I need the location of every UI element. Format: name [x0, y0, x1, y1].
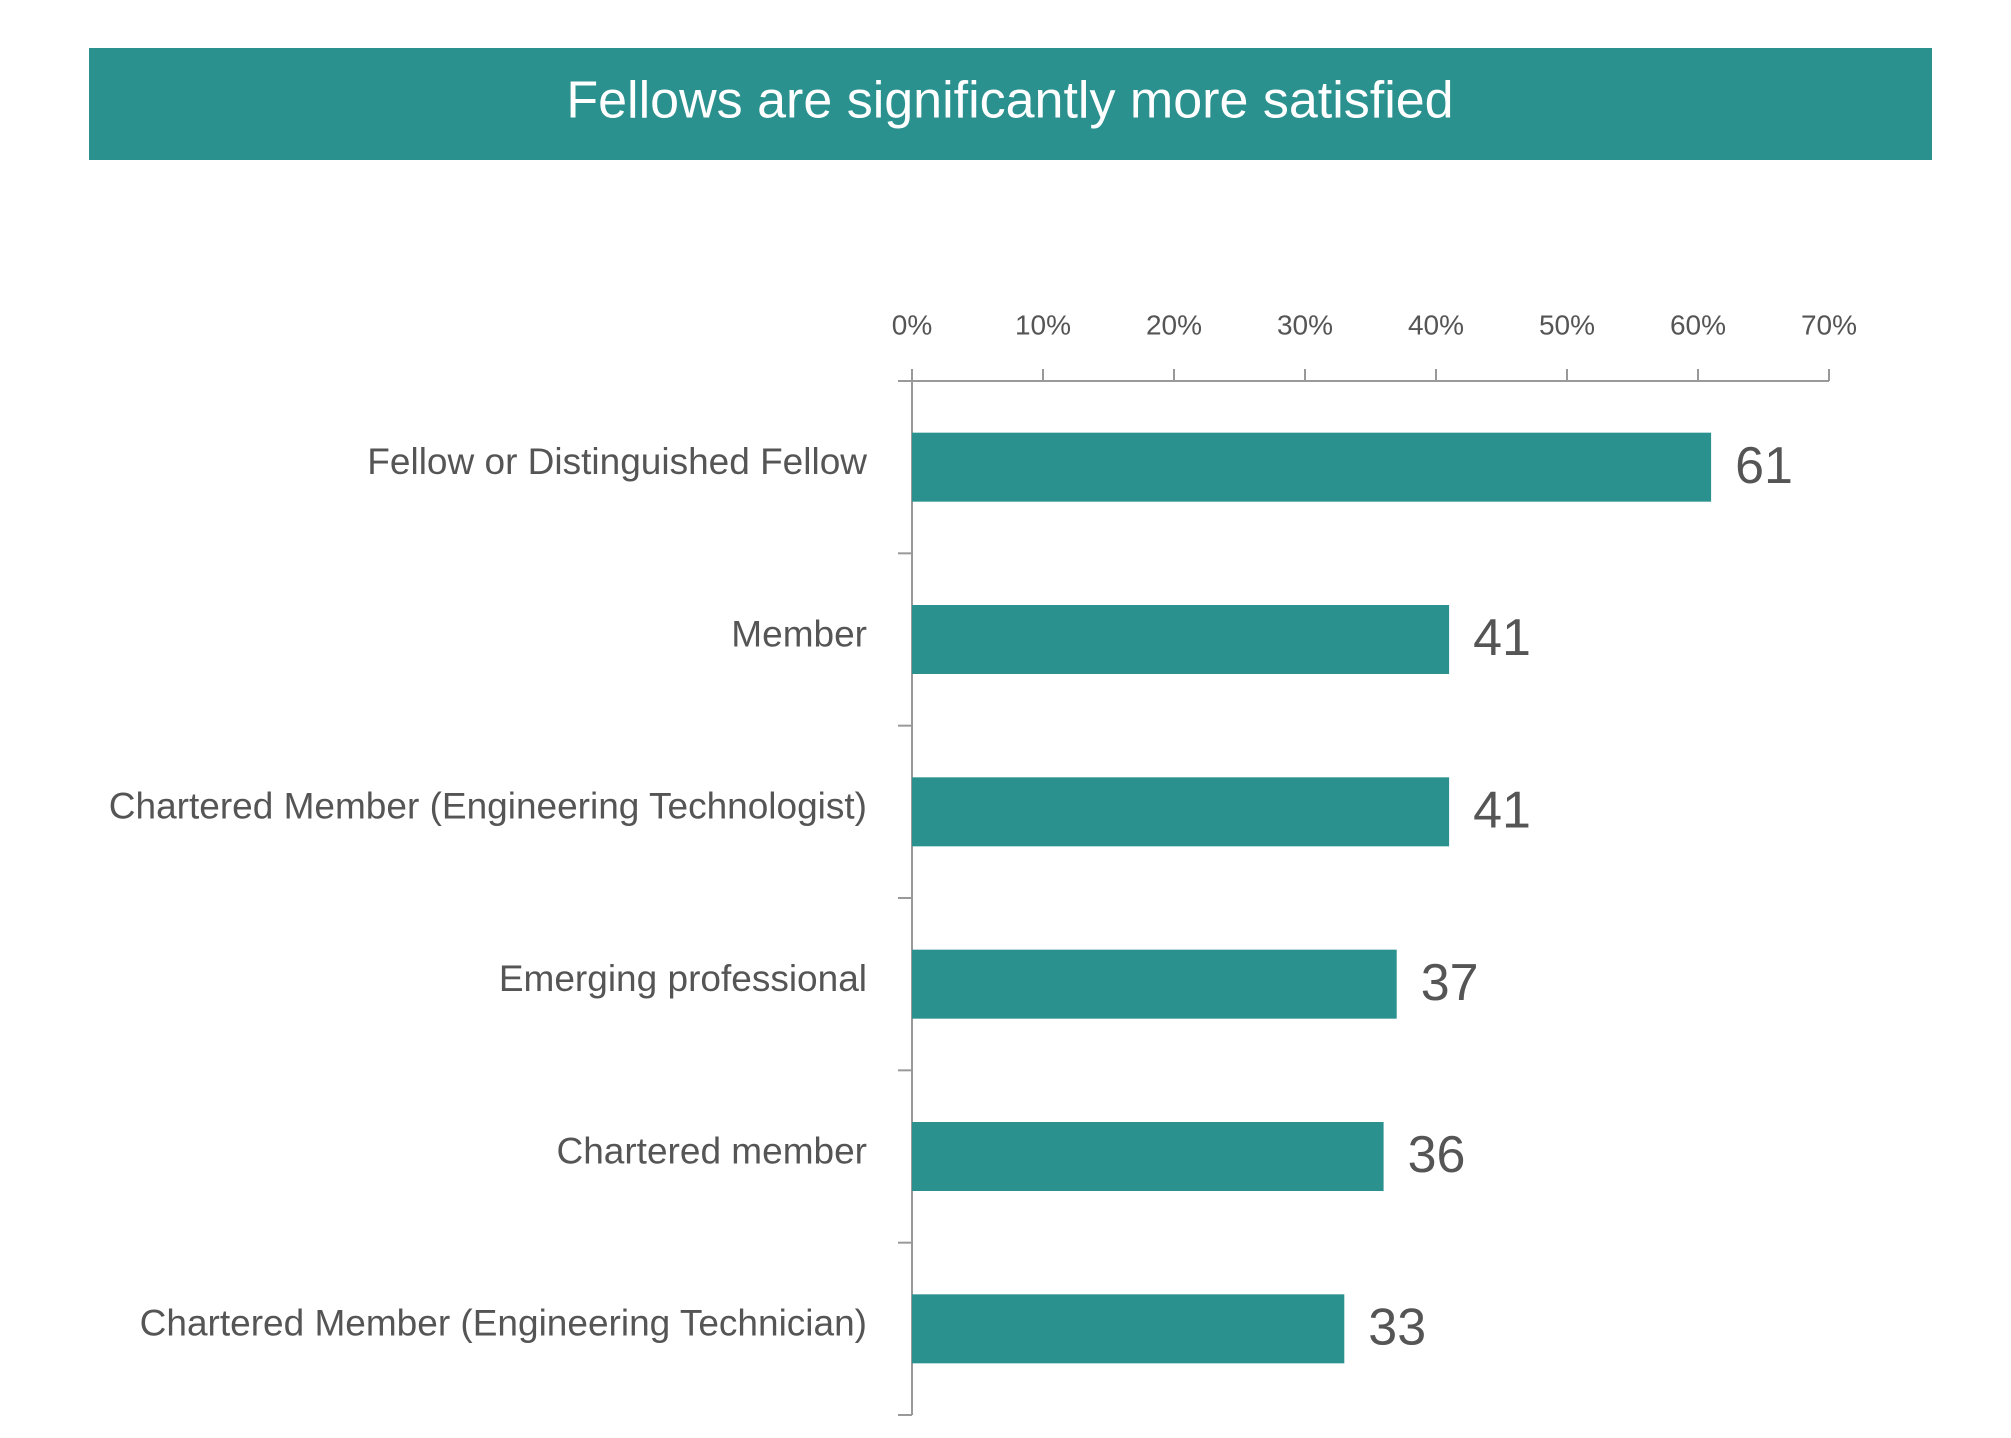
x-tick-label: 20% — [1146, 309, 1202, 340]
value-label: 33 — [1368, 1299, 1426, 1357]
x-tick-label: 70% — [1801, 309, 1857, 340]
x-tick-label: 0% — [892, 309, 932, 340]
x-tick-label: 30% — [1277, 309, 1333, 340]
bar — [912, 949, 1397, 1019]
value-label: 37 — [1421, 954, 1479, 1012]
y-tick-label: Member — [731, 613, 867, 654]
bar — [912, 1294, 1345, 1364]
x-tick-label: 50% — [1539, 309, 1595, 340]
bar — [912, 777, 1450, 847]
y-tick-label: Fellow or Distinguished Fellow — [367, 441, 867, 482]
chart-title: Fellows are significantly more satisfied — [566, 72, 1453, 130]
y-tick-label: Emerging professional — [499, 958, 867, 999]
value-label: 41 — [1473, 782, 1531, 840]
value-label: 61 — [1735, 437, 1793, 495]
value-label: 41 — [1473, 609, 1531, 667]
bar — [912, 432, 1712, 502]
x-tick-label: 60% — [1670, 309, 1726, 340]
y-tick-label: Chartered Member (Engineering Technician… — [140, 1303, 867, 1344]
bar — [912, 1122, 1384, 1191]
x-tick-label: 10% — [1015, 309, 1071, 340]
bar — [912, 605, 1450, 674]
value-label: 36 — [1408, 1126, 1466, 1184]
title-banner — [89, 48, 1932, 160]
y-tick-label: Chartered member — [556, 1130, 867, 1171]
x-tick-label: 40% — [1408, 309, 1464, 340]
y-tick-label: Chartered Member (Engineering Technologi… — [109, 786, 867, 827]
